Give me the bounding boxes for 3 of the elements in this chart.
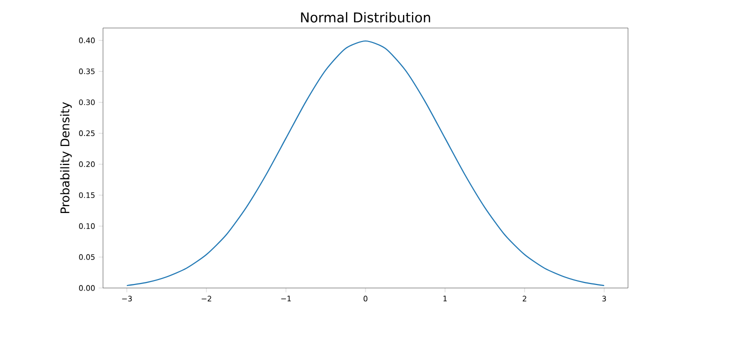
y-axis-title: Probability Density xyxy=(60,102,72,214)
line-series xyxy=(126,40,605,286)
chart-title: Normal Distribution xyxy=(301,12,430,22)
